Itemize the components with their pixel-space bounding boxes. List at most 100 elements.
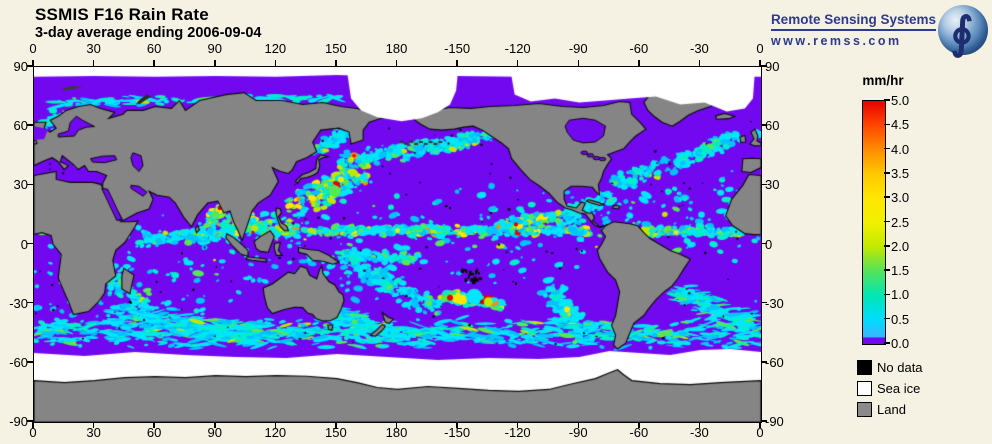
lat-tick-mark-right bbox=[761, 183, 767, 186]
lat-tick-mark-left bbox=[27, 301, 33, 304]
colorbar-tick-label: 0.0 bbox=[891, 336, 910, 351]
colorbar-tick-label: 5.0 bbox=[891, 93, 910, 108]
lon-tick-label-top: 90 bbox=[207, 41, 222, 56]
lat-tick-mark-right bbox=[761, 65, 767, 67]
lon-tick-mark-top bbox=[32, 60, 34, 66]
colorbar-tick-label: 3.0 bbox=[891, 190, 910, 206]
lon-tick-mark-bottom bbox=[274, 422, 277, 428]
colorbar-tick-mark bbox=[884, 172, 890, 174]
colorbar-tick-label: 1.5 bbox=[891, 263, 910, 279]
lon-tick-label-bottom: -60 bbox=[629, 425, 649, 440]
colorbar-tick-mark bbox=[884, 147, 890, 150]
lon-tick-mark-top bbox=[274, 60, 277, 66]
legend-item: Land bbox=[857, 402, 947, 417]
earth-globe-icon: ∮ bbox=[938, 5, 988, 59]
lon-tick-label-top: -90 bbox=[568, 41, 588, 56]
lon-tick-mark-top bbox=[153, 60, 155, 66]
lat-tick-mark-right bbox=[761, 420, 767, 422]
lon-tick-label-top: 120 bbox=[264, 41, 287, 56]
page-subtitle: 3-day average ending 2006-09-04 bbox=[35, 25, 262, 41]
rain-rate-world-map bbox=[34, 67, 761, 422]
colorbar-tick-mark bbox=[884, 245, 890, 247]
lon-tick-mark-bottom bbox=[32, 422, 34, 428]
lon-tick-mark-bottom bbox=[638, 422, 640, 428]
colorbar-tick-label: 4.5 bbox=[891, 117, 910, 133]
lat-tick-label-left: -60 bbox=[9, 354, 28, 370]
colorbar-tick-mark bbox=[884, 269, 890, 271]
lon-tick-mark-bottom bbox=[577, 422, 579, 428]
lon-tick-mark-bottom bbox=[698, 422, 701, 428]
lon-tick-label-top: 180 bbox=[385, 41, 408, 56]
remss-logo-text: Remote Sensing Systems www.remss.com bbox=[770, 12, 936, 48]
lat-tick-label-left: 30 bbox=[13, 177, 28, 193]
colorbar-units-label: mm/hr bbox=[862, 73, 904, 88]
lat-tick-label-right: -30 bbox=[765, 295, 784, 311]
lon-tick-label-top: -30 bbox=[690, 41, 709, 56]
colorbar-tick-label: 4.0 bbox=[891, 141, 910, 157]
lon-tick-label-top: 0 bbox=[756, 41, 764, 56]
lon-tick-label-top: -120 bbox=[504, 41, 531, 56]
lat-tick-label-right: -90 bbox=[765, 414, 784, 429]
integral-glyph-icon: ∮ bbox=[950, 8, 974, 59]
lon-tick-label-bottom: 150 bbox=[325, 425, 347, 440]
lon-tick-mark-top bbox=[456, 60, 458, 66]
lon-tick-mark-bottom bbox=[153, 422, 155, 428]
lon-tick-mark-bottom bbox=[214, 422, 216, 428]
lon-tick-mark-top bbox=[335, 60, 337, 66]
lon-tick-label-bottom: 60 bbox=[146, 425, 162, 440]
legend-item: No data bbox=[857, 360, 947, 375]
legend-label: Sea ice bbox=[877, 381, 921, 396]
lat-tick-mark-right bbox=[761, 301, 767, 304]
legend-label: Land bbox=[877, 402, 906, 417]
lat-tick-label-right: 90 bbox=[765, 59, 780, 74]
lat-tick-mark-left bbox=[27, 124, 33, 126]
colorbar-tick-mark bbox=[884, 99, 890, 101]
lat-tick-mark-left bbox=[27, 420, 33, 422]
legend-swatch bbox=[857, 381, 872, 396]
lat-tick-label-left: -30 bbox=[9, 295, 28, 311]
lat-tick-mark-left bbox=[27, 183, 33, 186]
lon-tick-label-bottom: -30 bbox=[690, 425, 709, 440]
remss-logo-name: Remote Sensing Systems bbox=[770, 12, 936, 31]
legend-item: Sea ice bbox=[857, 381, 947, 396]
lon-tick-mark-bottom bbox=[335, 422, 337, 428]
lat-tick-mark-left bbox=[27, 242, 33, 245]
colorbar-tick-label: 2.0 bbox=[891, 238, 910, 254]
lon-tick-label-top: 150 bbox=[325, 41, 347, 56]
lat-tick-mark-left bbox=[27, 361, 33, 363]
lon-tick-label-bottom: -150 bbox=[444, 425, 471, 440]
colorbar-tick-label: 3.5 bbox=[891, 165, 910, 181]
colorbar-tick-label: 2.5 bbox=[891, 214, 910, 230]
lon-tick-label-bottom: 0 bbox=[29, 425, 37, 440]
lon-tick-mark-bottom bbox=[456, 422, 458, 428]
colorbar bbox=[862, 100, 886, 345]
lat-tick-mark-right bbox=[761, 361, 767, 363]
remss-logo[interactable]: Remote Sensing Systems www.remss.com ∮ bbox=[770, 2, 988, 60]
lon-tick-label-bottom: 180 bbox=[385, 425, 408, 440]
lat-tick-mark-right bbox=[761, 242, 767, 245]
lat-tick-label-right: 0 bbox=[765, 236, 773, 252]
lat-tick-mark-right bbox=[761, 124, 767, 126]
lat-tick-label-right: -60 bbox=[765, 354, 784, 370]
lat-tick-label-right: 60 bbox=[765, 118, 780, 134]
lon-tick-label-top: 60 bbox=[146, 41, 162, 56]
lat-tick-mark-left bbox=[27, 65, 33, 67]
lon-tick-label-bottom: 30 bbox=[86, 425, 101, 440]
lon-tick-mark-top bbox=[516, 60, 519, 66]
lat-tick-label-left: 0 bbox=[20, 236, 28, 252]
colorbar-tick-mark bbox=[884, 342, 890, 344]
colorbar-tick-mark bbox=[884, 220, 890, 223]
remss-logo-url[interactable]: www.remss.com bbox=[770, 34, 902, 48]
legend-label: No data bbox=[877, 360, 923, 375]
lon-tick-mark-top bbox=[698, 60, 701, 66]
lon-tick-mark-top bbox=[214, 60, 216, 66]
lon-tick-mark-bottom bbox=[92, 422, 95, 428]
lon-tick-label-bottom: 90 bbox=[207, 425, 222, 440]
lon-tick-label-top: 30 bbox=[86, 41, 101, 56]
colorbar-tick-mark bbox=[884, 196, 890, 198]
page-title: SSMIS F16 Rain Rate bbox=[35, 5, 209, 24]
lon-tick-mark-top bbox=[638, 60, 640, 66]
lon-tick-mark-bottom bbox=[395, 422, 398, 428]
lon-tick-label-bottom: -120 bbox=[504, 425, 531, 440]
